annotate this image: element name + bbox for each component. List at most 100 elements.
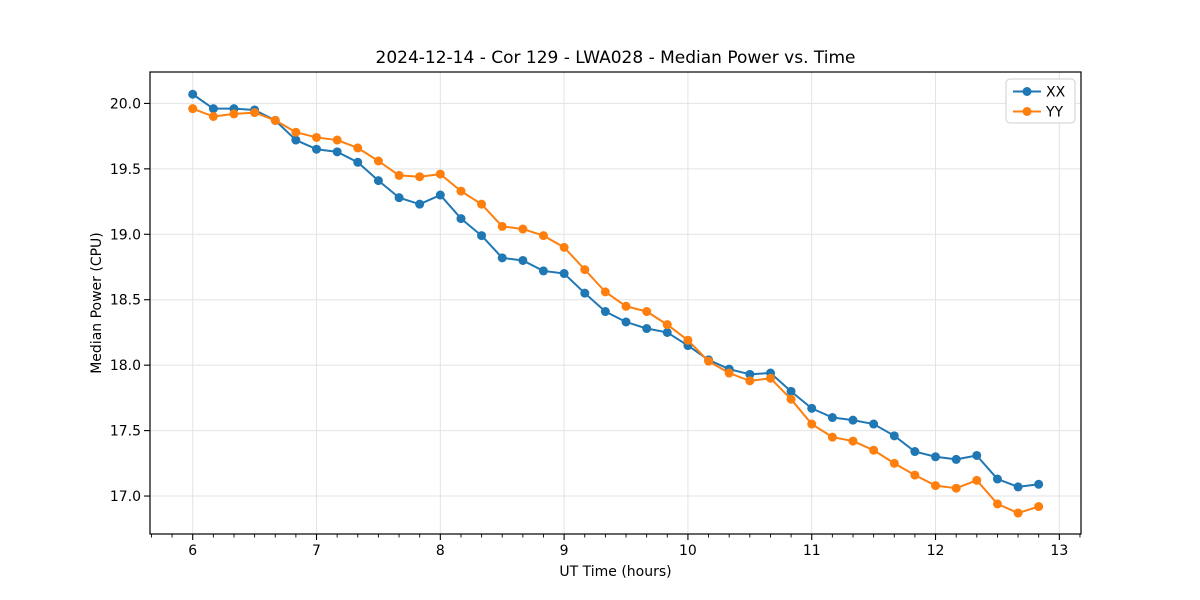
data-marker-xx	[538, 266, 548, 276]
data-marker-yy	[745, 376, 755, 386]
data-marker-yy	[951, 483, 961, 493]
data-marker-xx	[662, 327, 672, 337]
x-tick-label: 11	[803, 543, 821, 559]
data-marker-xx	[972, 450, 982, 460]
data-marker-xx	[291, 135, 301, 145]
data-marker-yy	[415, 172, 425, 182]
data-marker-yy	[724, 368, 734, 378]
data-marker-yy	[353, 143, 363, 153]
data-marker-yy	[704, 356, 714, 366]
data-marker-yy	[435, 169, 445, 179]
data-marker-yy	[208, 111, 218, 121]
x-tick-label: 7	[312, 543, 321, 559]
data-marker-yy	[1034, 502, 1044, 512]
data-marker-xx	[518, 255, 528, 265]
y-tick-label: 18.5	[110, 293, 141, 309]
data-marker-xx	[600, 307, 610, 317]
data-marker-yy	[786, 394, 796, 404]
data-marker-yy	[910, 470, 920, 480]
data-marker-xx	[807, 403, 817, 413]
data-marker-xx	[580, 288, 590, 298]
data-marker-yy	[497, 221, 507, 231]
data-marker-yy	[766, 373, 776, 383]
legend-label-yy: YY	[1045, 105, 1064, 121]
legend-label-xx: XX	[1046, 85, 1066, 101]
y-tick-label: 18.0	[110, 358, 141, 374]
data-marker-yy	[373, 156, 383, 166]
data-marker-xx	[642, 324, 652, 334]
data-marker-xx	[745, 369, 755, 379]
data-marker-yy	[580, 265, 590, 275]
data-marker-yy	[477, 199, 487, 209]
data-marker-yy	[188, 104, 198, 114]
data-marker-yy	[972, 475, 982, 485]
data-marker-xx	[312, 144, 322, 154]
data-marker-xx	[889, 431, 899, 441]
y-tick-label: 17.0	[110, 489, 141, 505]
data-marker-xx	[188, 89, 198, 99]
data-marker-yy	[1013, 508, 1023, 518]
data-marker-yy	[394, 170, 404, 180]
x-tick-label: 13	[1050, 543, 1068, 559]
data-marker-yy	[250, 108, 260, 118]
x-tick-label: 12	[927, 543, 945, 559]
y-tick-label: 19.0	[110, 227, 141, 243]
data-marker-xx	[208, 104, 218, 114]
data-marker-yy	[600, 287, 610, 297]
data-marker-xx	[394, 193, 404, 203]
data-marker-yy	[456, 186, 466, 196]
data-marker-xx	[910, 447, 920, 457]
data-marker-yy	[642, 307, 652, 317]
data-marker-yy	[683, 335, 693, 345]
legend-marker-yy	[1022, 107, 1032, 116]
data-marker-xx	[827, 413, 837, 423]
x-axis-label: UT Time (hours)	[559, 564, 672, 580]
data-marker-yy	[559, 242, 569, 252]
data-marker-yy	[992, 499, 1002, 509]
y-tick-label: 19.5	[110, 162, 141, 178]
data-marker-xx	[415, 199, 425, 209]
data-marker-yy	[538, 231, 548, 241]
data-marker-xx	[477, 231, 487, 241]
plot-border	[149, 71, 1082, 535]
x-tick-label: 8	[436, 543, 445, 559]
data-marker-xx	[353, 157, 363, 167]
data-marker-yy	[931, 481, 941, 491]
data-marker-yy	[621, 301, 631, 311]
data-marker-xx	[373, 176, 383, 186]
data-marker-yy	[869, 445, 879, 455]
data-marker-xx	[1013, 482, 1023, 492]
data-marker-xx	[848, 415, 858, 425]
data-marker-yy	[291, 127, 301, 137]
data-marker-yy	[312, 132, 322, 142]
x-tick-label: 9	[560, 543, 569, 559]
data-marker-xx	[992, 474, 1002, 484]
data-marker-xx	[456, 214, 466, 224]
data-marker-yy	[229, 109, 239, 119]
data-marker-xx	[786, 386, 796, 396]
data-marker-yy	[807, 419, 817, 429]
data-marker-xx	[559, 269, 569, 279]
data-marker-yy	[827, 432, 837, 442]
data-marker-yy	[662, 320, 672, 330]
data-marker-yy	[270, 115, 280, 125]
data-marker-xx	[1034, 479, 1044, 489]
y-axis-label: Median Power (CPU)	[89, 232, 105, 374]
data-marker-xx	[869, 419, 879, 429]
data-marker-yy	[518, 224, 528, 234]
legend-marker-xx	[1022, 87, 1032, 96]
data-marker-yy	[889, 458, 899, 468]
y-tick-label: 17.5	[110, 424, 141, 440]
data-marker-xx	[497, 253, 507, 263]
data-marker-yy	[332, 135, 342, 145]
y-tick-label: 20.0	[110, 96, 141, 112]
data-marker-xx	[621, 317, 631, 327]
data-marker-xx	[931, 452, 941, 462]
data-marker-xx	[332, 147, 342, 157]
data-marker-xx	[951, 454, 961, 464]
chart-title: 2024-12-14 - Cor 129 - LWA028 - Median P…	[375, 48, 856, 68]
data-marker-yy	[848, 436, 858, 446]
data-marker-xx	[435, 190, 445, 200]
